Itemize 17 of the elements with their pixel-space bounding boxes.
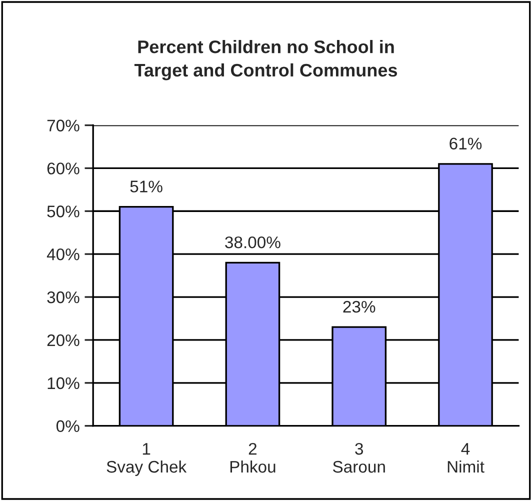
y-tick-label: 20% xyxy=(47,334,80,346)
data-label: 61% xyxy=(450,138,482,150)
y-tick-label: 0% xyxy=(56,420,80,432)
chart-title: Percent Children no School in Target and Control Communes xyxy=(134,40,398,80)
x-tick-label: 4 Nimit xyxy=(448,443,484,473)
y-tick-label: 40% xyxy=(46,248,80,260)
x-tick-label: 3 Saroun xyxy=(332,442,385,473)
y-tick-label: 30% xyxy=(47,291,80,304)
x-tick-label: 1 Svay Chek xyxy=(106,443,187,476)
data-label: 23% xyxy=(343,300,376,313)
y-tick-label: 70% xyxy=(47,120,80,132)
x-tick-label: 2 Phkou xyxy=(230,442,276,473)
y-tick-label: 50% xyxy=(47,206,80,218)
data-label: 51% xyxy=(130,180,162,192)
y-tick-label: 10% xyxy=(48,377,80,390)
data-label: 38.00% xyxy=(225,236,280,248)
y-tick-label: 60% xyxy=(47,162,80,174)
